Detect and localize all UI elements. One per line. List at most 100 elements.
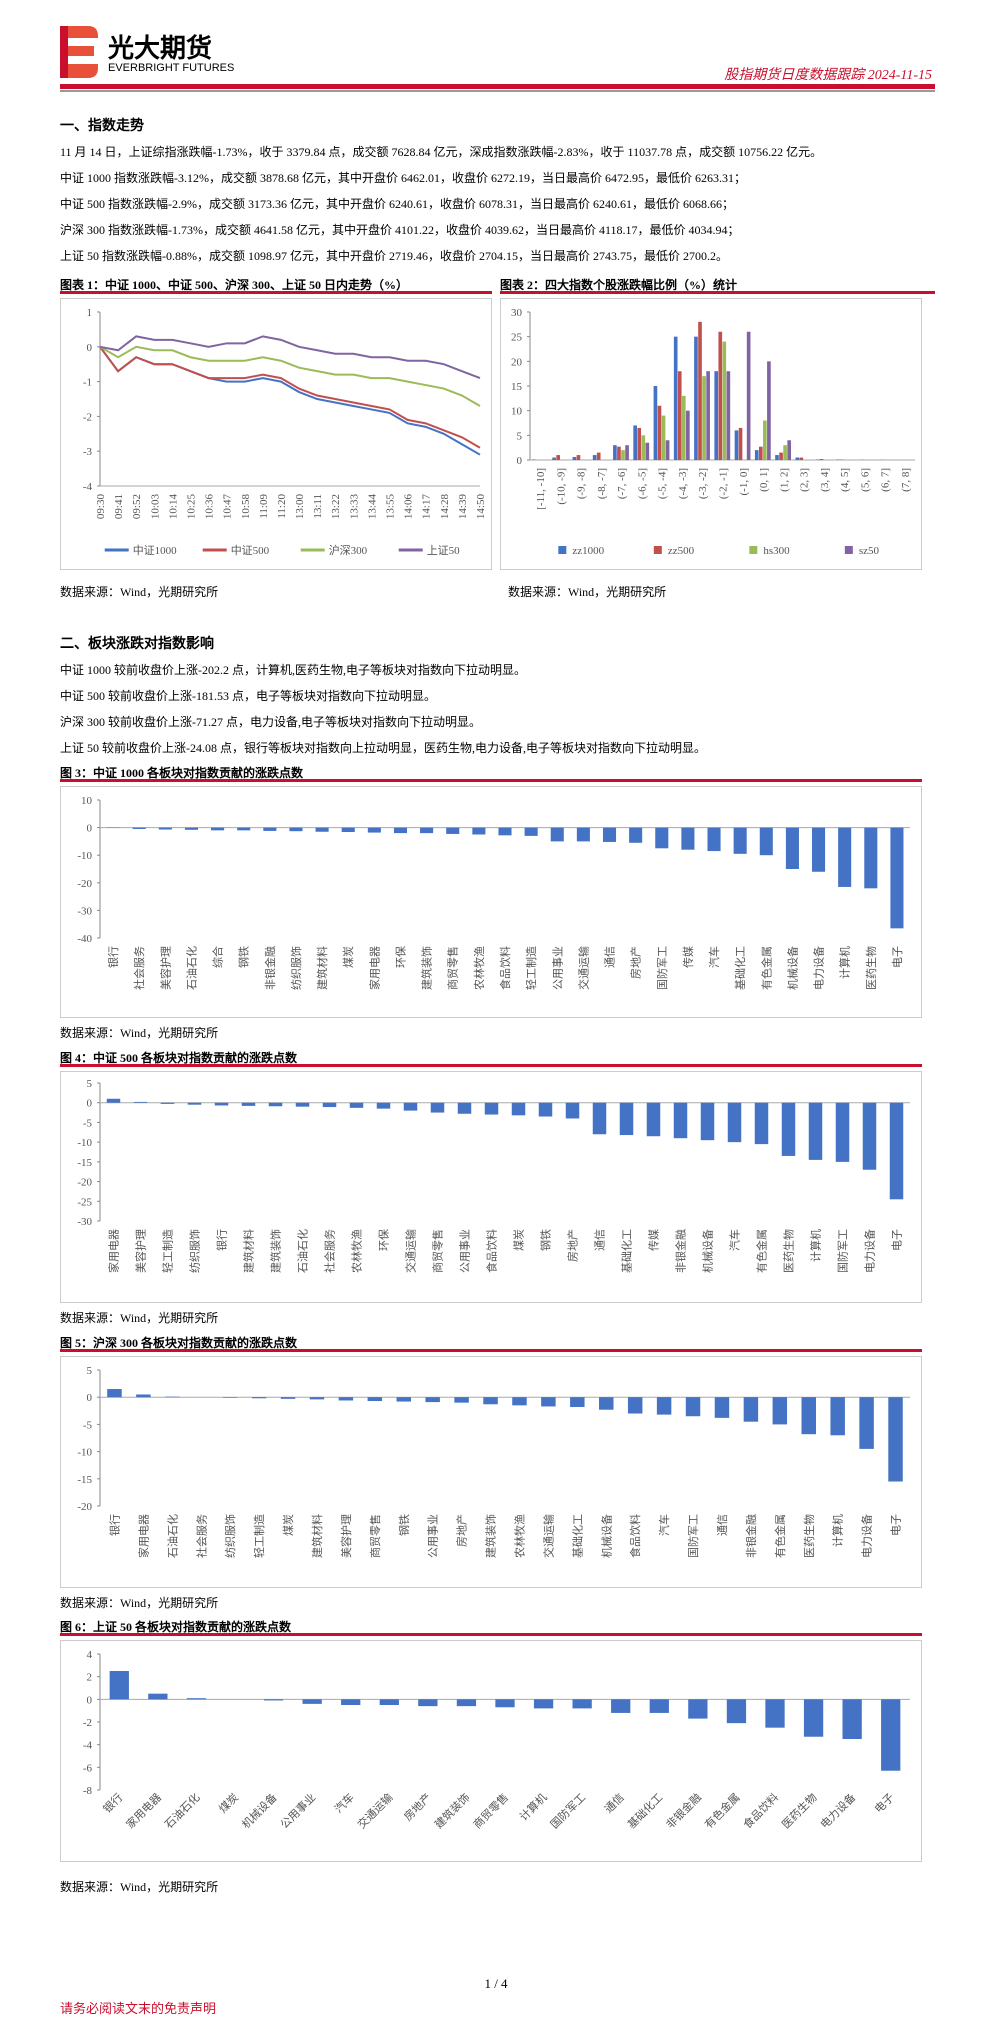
- bar: [379, 1699, 399, 1705]
- bar: [665, 440, 670, 460]
- bar: [418, 1699, 438, 1707]
- y-tick-label: -10: [77, 1447, 92, 1459]
- x-tick-label: 交通运输: [576, 946, 590, 990]
- x-tick-label: 非银金融: [663, 1790, 704, 1831]
- bar: [673, 1102, 688, 1139]
- bar: [393, 827, 408, 834]
- y-tick-label: -6: [83, 1762, 93, 1774]
- x-tick-label: 有色金属: [773, 1514, 787, 1558]
- bar: [446, 827, 460, 834]
- x-tick-label: (6, 7]: [880, 468, 892, 492]
- y-tick-label: -4: [83, 1740, 93, 1752]
- bar: [165, 1396, 180, 1398]
- bar: [524, 827, 538, 836]
- bar: [263, 1699, 284, 1701]
- bar: [599, 1397, 614, 1410]
- bar: [263, 827, 277, 831]
- y-tick-label: 0: [87, 1392, 93, 1404]
- legend-label: zz1000: [572, 545, 604, 557]
- bar: [785, 827, 799, 869]
- bar: [611, 1699, 631, 1713]
- x-tick-label: (-5, -4]: [657, 468, 669, 499]
- x-tick-label: 建筑材料: [315, 946, 329, 990]
- chart-source: 数据来源：Wind，光期研究所: [60, 1596, 219, 1610]
- paragraph: 沪深 300 指数涨跌幅-1.73%，成交额 4641.58 亿元，其中开盘价 …: [60, 223, 740, 237]
- x-tick-label: 汽车: [728, 1229, 742, 1251]
- y-tick-label: 25: [511, 332, 523, 344]
- x-tick-label: 商贸零售: [470, 1790, 511, 1831]
- bar: [109, 1671, 129, 1700]
- x-tick-label: 14:17: [421, 494, 433, 520]
- chart-source: 数据来源：Wind，光期研究所: [508, 585, 667, 599]
- x-tick-label: 13:33: [348, 494, 360, 520]
- bar: [838, 827, 852, 887]
- bar: [570, 1397, 585, 1407]
- x-tick-label: (0, 1]: [758, 468, 770, 492]
- x-tick-label: (5, 6]: [859, 468, 871, 492]
- x-tick-label: 社会服务: [194, 1514, 208, 1558]
- x-tick-label: 纺织服饰: [289, 946, 303, 990]
- chart-title: 图 5：沪深 300 各板块对指数贡献的涨跌点数: [60, 1336, 298, 1350]
- bar: [714, 371, 719, 460]
- bar: [592, 1102, 607, 1135]
- bar: [106, 1098, 121, 1103]
- x-tick-label: 通信: [594, 1229, 607, 1251]
- chart-source: 数据来源：Wind，光期研究所: [60, 1026, 219, 1040]
- x-tick-label: [-11, -10]: [535, 468, 547, 510]
- y-tick-label: -10: [77, 1137, 92, 1149]
- x-tick-label: 10:47: [222, 494, 234, 520]
- chart: 1 0 -1 -2 -3 -409:30 09:41 09:52 10:03 10:14 10:25…: [60, 298, 492, 570]
- bar: [686, 410, 690, 460]
- y-tick-label: 10: [81, 795, 93, 807]
- x-tick-label: 农林牧渔: [472, 946, 486, 990]
- legend-label: zz500: [668, 545, 695, 557]
- bar: [835, 1102, 850, 1162]
- bar: [237, 827, 251, 831]
- bar: [656, 1397, 672, 1415]
- x-tick-label: 计算机: [838, 946, 852, 979]
- bar: [685, 1397, 701, 1417]
- x-tick-label: 钢铁: [238, 946, 251, 968]
- bar: [552, 457, 556, 460]
- logo-cn: 光大期货: [108, 34, 213, 64]
- bar: [627, 1397, 643, 1414]
- x-tick-label: 机械设备: [785, 946, 799, 990]
- bar: [457, 1102, 472, 1114]
- bar: [677, 371, 682, 460]
- bar: [338, 1397, 354, 1401]
- x-tick-label: 建筑装饰: [269, 1229, 283, 1273]
- x-tick-label: 公用事业: [551, 946, 564, 990]
- x-tick-label: 医药生物: [802, 1514, 816, 1558]
- x-tick-label: 通信: [604, 946, 617, 968]
- bar: [538, 1102, 553, 1117]
- x-tick-label: 银行: [215, 1229, 229, 1251]
- bar: [376, 1102, 391, 1109]
- x-tick-label: 轻工制造: [524, 946, 538, 990]
- legend-swatch: [749, 546, 758, 554]
- bar: [596, 452, 601, 460]
- chart-frame: [60, 1356, 922, 1588]
- bar: [241, 1102, 256, 1106]
- bar: [881, 1699, 901, 1771]
- x-tick-label: 房地产: [566, 1229, 580, 1262]
- bar: [456, 1699, 477, 1707]
- x-tick-label: 电力设备: [817, 1790, 858, 1831]
- x-tick-label: 计算机: [831, 1514, 845, 1547]
- x-tick-label: 14:50: [475, 494, 487, 520]
- x-tick-label: 轻工制造: [252, 1514, 266, 1558]
- bar: [187, 1102, 202, 1105]
- y-tick-label: -30: [77, 905, 92, 917]
- bar: [629, 827, 643, 843]
- chart-frame: [60, 1071, 922, 1303]
- x-tick-label: 综合: [211, 946, 225, 968]
- bar: [657, 405, 662, 460]
- x-tick-label: 医药生物: [779, 1790, 820, 1831]
- x-tick-label: 交通运输: [404, 1229, 418, 1273]
- x-tick-label: 计算机: [516, 1790, 549, 1823]
- y-tick-label: -4: [83, 481, 93, 493]
- header-rule: [60, 84, 935, 89]
- caption-rule: [60, 1633, 922, 1636]
- x-tick-label: 美容护理: [134, 1229, 148, 1273]
- bar: [889, 1102, 904, 1200]
